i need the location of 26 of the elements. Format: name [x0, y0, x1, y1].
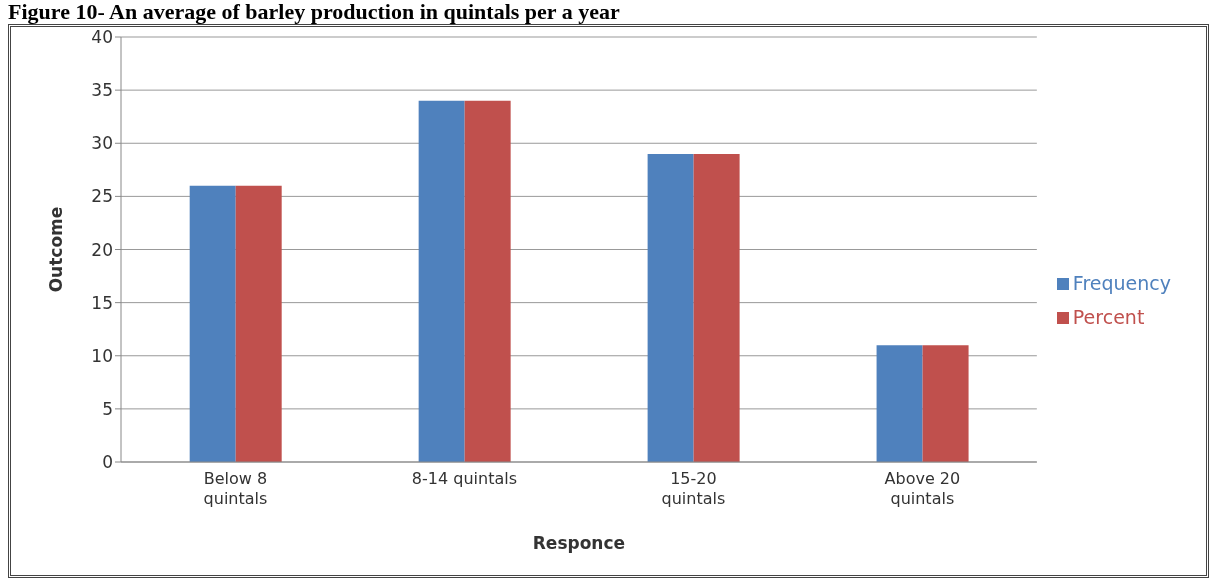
- bar: [693, 153, 740, 462]
- chart-title: Figure 10- An average of barley production in quintals per a year: [8, 0, 621, 24]
- bar: [876, 345, 923, 462]
- x-tick-label: 15-20 quintals: [661, 469, 726, 508]
- y-axis-title: Outcome: [46, 206, 67, 293]
- y-tick-label: 40: [91, 27, 113, 48]
- x-tick-label: Above 20 quintals: [884, 469, 961, 508]
- x-axis-title: Responce: [532, 533, 626, 554]
- y-tick-label: 35: [91, 80, 113, 101]
- y-tick-label: 0: [102, 452, 113, 473]
- bar: [922, 345, 969, 462]
- legend-label: Percent: [1072, 305, 1145, 328]
- x-tick-label: 8-14 quintals: [411, 469, 518, 488]
- bar: [418, 100, 465, 462]
- y-tick-label: 20: [91, 239, 113, 260]
- y-tick-label: 30: [91, 133, 113, 154]
- bar: [647, 153, 694, 462]
- y-tick-label: 25: [91, 186, 113, 207]
- x-tick-label: Below 8 quintals: [203, 469, 268, 508]
- y-tick-label: 10: [91, 345, 113, 366]
- bar: [189, 185, 236, 462]
- legend-label: Frequency: [1072, 271, 1171, 294]
- y-tick-label: 15: [91, 292, 113, 313]
- bar: [464, 100, 511, 462]
- bar: [235, 185, 282, 462]
- y-tick-label: 5: [102, 398, 113, 419]
